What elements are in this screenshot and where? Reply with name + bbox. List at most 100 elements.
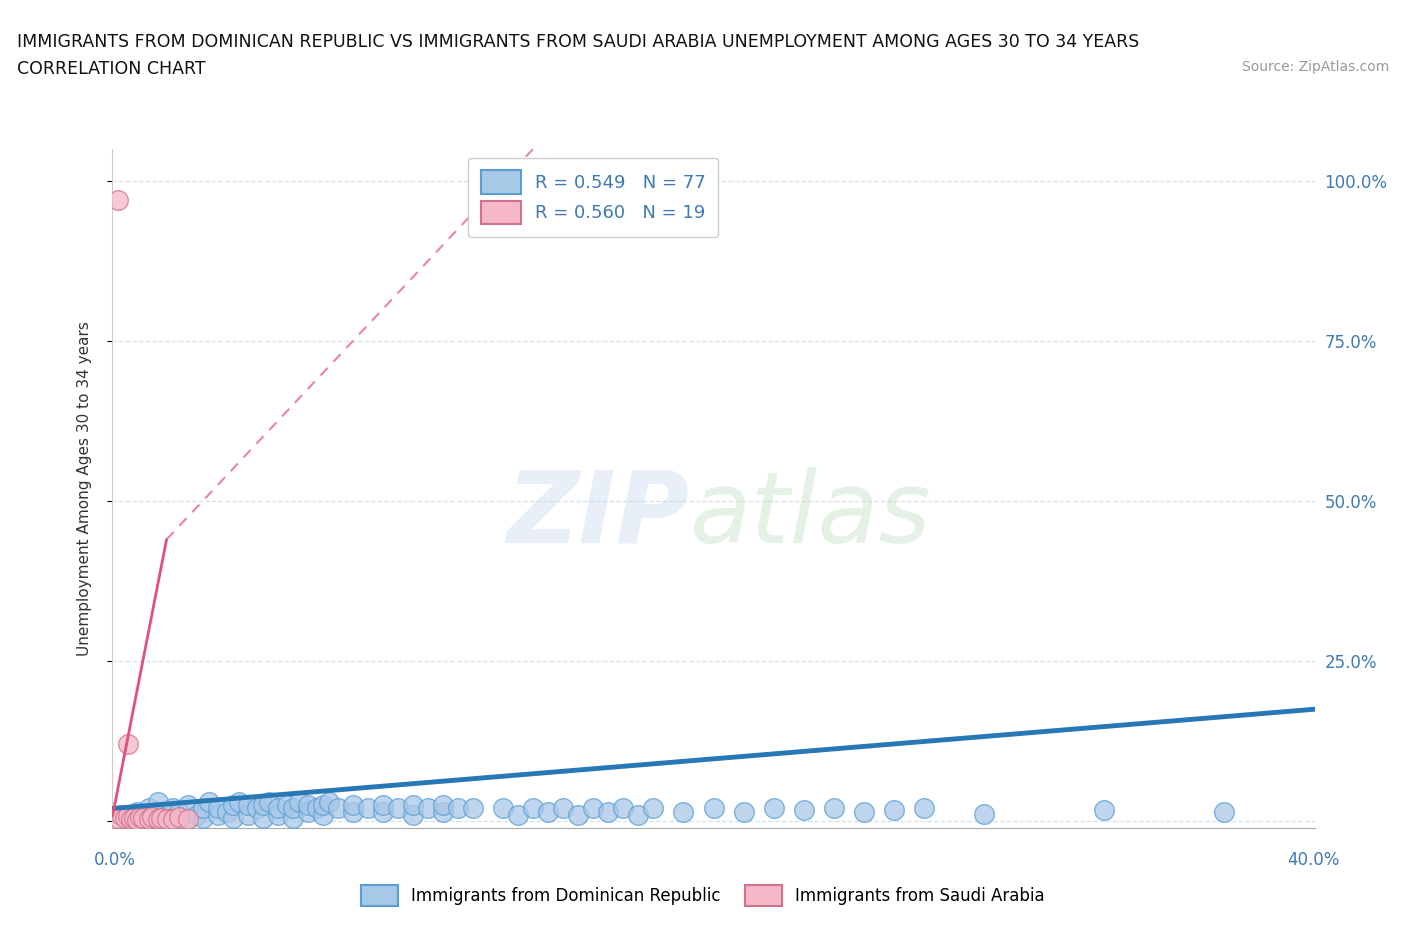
Point — [762, 801, 785, 816]
Point — [117, 811, 139, 826]
Point — [146, 811, 169, 826]
Point — [267, 801, 290, 816]
Point — [357, 801, 380, 816]
Point — [246, 801, 269, 816]
Text: IMMIGRANTS FROM DOMINICAN REPUBLIC VS IMMIGRANTS FROM SAUDI ARABIA UNEMPLOYMENT : IMMIGRANTS FROM DOMINICAN REPUBLIC VS IM… — [17, 33, 1139, 50]
Point — [131, 811, 153, 826]
Point — [155, 812, 177, 827]
Point — [167, 804, 190, 819]
Point — [162, 801, 184, 816]
Point — [447, 801, 470, 816]
Point — [122, 811, 145, 826]
Point — [416, 801, 439, 816]
Point — [125, 804, 148, 819]
Point — [733, 804, 755, 819]
Point — [207, 801, 229, 816]
Point — [107, 811, 129, 826]
Point — [138, 801, 160, 816]
Point — [305, 801, 328, 816]
Point — [252, 798, 274, 813]
Point — [281, 801, 304, 816]
Point — [342, 804, 364, 819]
Point — [252, 811, 274, 826]
Point — [371, 804, 394, 819]
Point — [522, 801, 544, 816]
Point — [207, 807, 229, 822]
Point — [492, 801, 515, 816]
Point — [342, 798, 364, 813]
Point — [176, 812, 198, 827]
Point — [257, 794, 280, 809]
Point — [149, 811, 172, 826]
Point — [228, 794, 250, 809]
Point — [167, 810, 190, 825]
Point — [236, 798, 259, 813]
Point — [537, 804, 560, 819]
Point — [267, 807, 290, 822]
Point — [371, 798, 394, 813]
Point — [297, 804, 319, 819]
Point — [110, 807, 132, 822]
Text: ZIP: ZIP — [506, 467, 689, 564]
Point — [141, 809, 163, 824]
Point — [162, 811, 184, 826]
Point — [1213, 804, 1236, 819]
Legend: Immigrants from Dominican Republic, Immigrants from Saudi Arabia: Immigrants from Dominican Republic, Immi… — [354, 879, 1052, 912]
Point — [312, 807, 335, 822]
Point — [176, 811, 198, 826]
Point — [553, 801, 575, 816]
Point — [612, 801, 634, 816]
Point — [402, 807, 425, 822]
Point — [318, 794, 340, 809]
Point — [973, 806, 995, 821]
Point — [276, 798, 298, 813]
Point — [627, 807, 650, 822]
Point — [186, 807, 208, 822]
Point — [117, 809, 139, 824]
Point — [793, 803, 815, 817]
Point — [146, 794, 169, 809]
Point — [128, 810, 150, 825]
Point — [1092, 803, 1115, 817]
Point — [461, 801, 484, 816]
Point — [222, 811, 245, 826]
Point — [197, 794, 219, 809]
Text: 40.0%: 40.0% — [1286, 851, 1340, 870]
Text: CORRELATION CHART: CORRELATION CHART — [17, 60, 205, 78]
Point — [117, 737, 139, 751]
Point — [702, 801, 725, 816]
Point — [672, 804, 695, 819]
Text: 0.0%: 0.0% — [94, 851, 136, 870]
Point — [852, 804, 875, 819]
Point — [281, 811, 304, 826]
Point — [107, 193, 129, 207]
Point — [146, 811, 169, 826]
Point — [176, 798, 198, 813]
Point — [643, 801, 665, 816]
Point — [883, 803, 905, 817]
Point — [125, 813, 148, 828]
Point — [582, 801, 605, 816]
Point — [297, 798, 319, 813]
Text: Source: ZipAtlas.com: Source: ZipAtlas.com — [1241, 60, 1389, 74]
Point — [567, 807, 589, 822]
Point — [312, 798, 335, 813]
Point — [191, 801, 214, 816]
Point — [402, 798, 425, 813]
Text: atlas: atlas — [689, 467, 931, 564]
Point — [120, 812, 142, 827]
Point — [191, 811, 214, 826]
Legend: R = 0.549   N = 77, R = 0.560   N = 19: R = 0.549 N = 77, R = 0.560 N = 19 — [468, 158, 718, 237]
Point — [131, 811, 153, 826]
Point — [598, 804, 620, 819]
Point — [432, 798, 454, 813]
Point — [912, 801, 935, 816]
Point — [823, 801, 845, 816]
Point — [162, 811, 184, 826]
Point — [288, 794, 311, 809]
Point — [138, 812, 160, 827]
Point — [215, 804, 238, 819]
Point — [432, 804, 454, 819]
Point — [387, 801, 409, 816]
Point — [222, 798, 245, 813]
